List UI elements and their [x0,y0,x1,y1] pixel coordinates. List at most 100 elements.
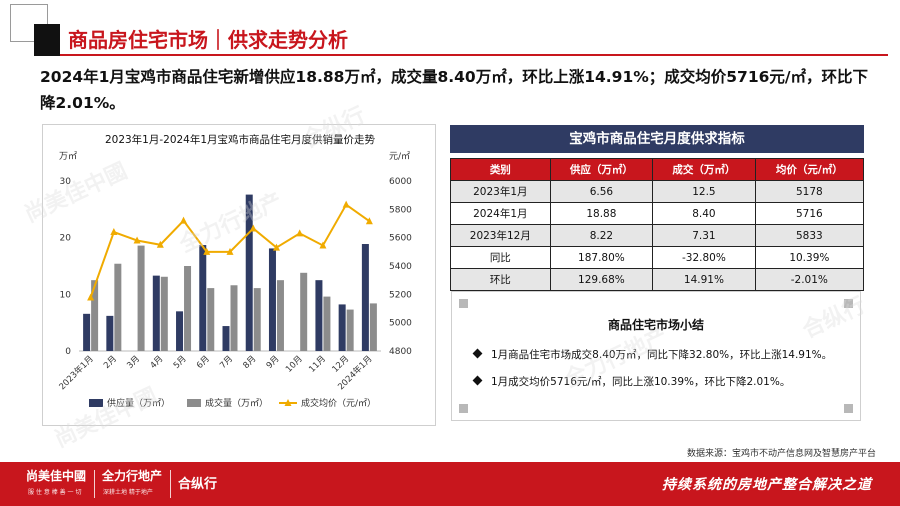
bar-sales [207,288,215,351]
bar-sales [184,266,192,351]
footer-bar: 尚美佳中國 服 住 意 棒 善 一 切 全力行地产 深耕土地 精于地产 合纵行 … [0,462,900,506]
brand-logo-hezongxing: 合纵行 [178,477,218,492]
bar-supply [199,245,207,351]
table-cell: 18.88 [549,202,654,225]
x-axis-tick-label: 8月 [241,354,258,371]
brand-divider [170,470,171,498]
right-axis-tick-label: 5400 [389,262,412,272]
table-cell: -2.01% [754,268,865,291]
bar-supply [268,248,276,351]
footer-slogan: 持续系统的房地产整合解决之道 [662,477,872,493]
right-axis-tick-label: 6000 [389,177,412,187]
x-axis-tick-label: 5月 [172,354,189,371]
conclusion-item: 1月商品住宅市场成交8.40万㎡，同比下降32.80%，环比上涨14.91%。 [472,347,833,362]
table-row: 2023年12月 8.22 7.31 5833 [450,224,865,247]
bar-supply [315,280,323,351]
diamond-bullet-icon [472,348,483,359]
table-cell: 7.31 [652,224,756,247]
table-cell: 5178 [754,180,865,203]
x-axis-tick-label: 12月 [331,354,352,375]
table-cell: 环比 [450,268,551,291]
bar-sales [276,280,284,351]
bar-sales [369,303,377,351]
x-axis-tick-label: 6月 [195,354,212,371]
price-point [180,216,188,224]
bar-supply [222,326,230,351]
brand-tagline: 服 住 意 棒 善 一 切 [28,489,82,496]
legend-swatch [187,399,201,407]
bar-sales [300,272,308,351]
x-axis-tick-label: 11月 [307,354,328,375]
corner-decoration [844,404,853,413]
table-cell: 2023年1月 [450,180,551,203]
x-axis-tick-label: 10月 [284,354,305,375]
conclusion-item-text: 1月商品住宅市场成交8.40万㎡，同比下降32.80%，环比上涨14.91%。 [491,349,833,361]
x-axis-tick-label: 9月 [265,354,282,371]
bar-sales [160,276,168,351]
price-point [156,240,164,248]
table-row: 2023年1月 6.56 12.5 5178 [450,180,865,203]
bar-supply [152,275,160,351]
table-cell: 129.68% [549,268,654,291]
bar-supply [83,313,91,351]
table-header-cell: 均价（元/㎡） [754,158,865,181]
conclusion-item-text: 1月成交均价5716元/㎡，同比上涨10.39%，环比下降2.01%。 [491,376,791,388]
table-cell: 同比 [450,246,551,269]
table-header-cell: 类别 [450,158,551,181]
indicator-table: 类别 供应（万㎡） 成交（万㎡） 均价（元/㎡） 2023年1月 6.56 12… [450,158,865,291]
table-row: 2024年1月 18.88 8.40 5716 [450,202,865,225]
conclusion-item: 1月成交均价5716元/㎡，同比上涨10.39%，环比下降2.01%。 [472,374,791,389]
corner-decoration [844,299,853,308]
table-header-row: 类别 供应（万㎡） 成交（万㎡） 均价（元/㎡） [450,158,865,181]
page-title: 商品房住宅市场｜供求走势分析 [68,28,348,52]
table-cell: 5716 [754,202,865,225]
corner-decoration [459,299,468,308]
price-point [249,224,257,232]
price-point [296,229,304,237]
price-point [319,241,327,249]
diamond-bullet-icon [472,375,483,386]
bar-supply [176,311,184,351]
bar-sales [230,285,238,351]
price-point [365,217,373,225]
table-cell: 187.80% [549,246,654,269]
table-cell: 2024年1月 [450,202,551,225]
legend-label: 成交量（万㎡） [205,397,268,409]
conclusion-title: 商品住宅市场小结 [607,318,704,332]
table-header-cell: 成交（万㎡） [652,158,756,181]
decorative-square [10,4,48,42]
table-cell: 5833 [754,224,865,247]
right-axis-tick-label: 4800 [389,347,412,357]
table-row: 同比 187.80% -32.80% 10.39% [450,246,865,269]
title-bar: 商品房住宅市场｜供求走势分析 [34,24,888,56]
x-axis-tick-label: 3月 [125,354,142,371]
corner-decoration [459,404,468,413]
price-point [133,236,141,244]
price-point [272,243,280,251]
right-axis-tick-label: 5800 [389,205,412,215]
title-accent-block [34,24,60,56]
bar-sales [323,296,331,351]
bar-sales [253,288,261,351]
conclusion-box: 商品住宅市场小结 1月商品住宅市场成交8.40万㎡，同比下降32.80%，环比上… [451,291,861,421]
bar-supply [361,244,369,351]
left-axis-tick-label: 10 [60,290,72,300]
right-axis-unit: 元/㎡ [389,151,410,162]
brand-tagline: 深耕土地 精于地产 [103,489,153,496]
x-axis-tick-label: 2023年1月 [57,353,96,392]
bar-supply [338,304,346,351]
left-axis-tick-label: 0 [65,347,71,357]
legend-swatch [89,399,103,407]
brand-logo-shangmeijia: 尚美佳中國 [26,469,87,483]
bar-sales [346,309,354,351]
left-axis-unit: 万㎡ [59,151,77,162]
table-cell: 10.39% [754,246,865,269]
legend-swatch-marker [284,399,292,406]
left-axis-tick-label: 30 [60,177,72,187]
left-axis-tick-label: 20 [60,234,72,244]
brand-divider [94,470,95,498]
legend-label: 供应量（万㎡） [107,397,170,409]
table-cell: 14.91% [652,268,756,291]
right-axis-tick-label: 5000 [389,319,412,329]
